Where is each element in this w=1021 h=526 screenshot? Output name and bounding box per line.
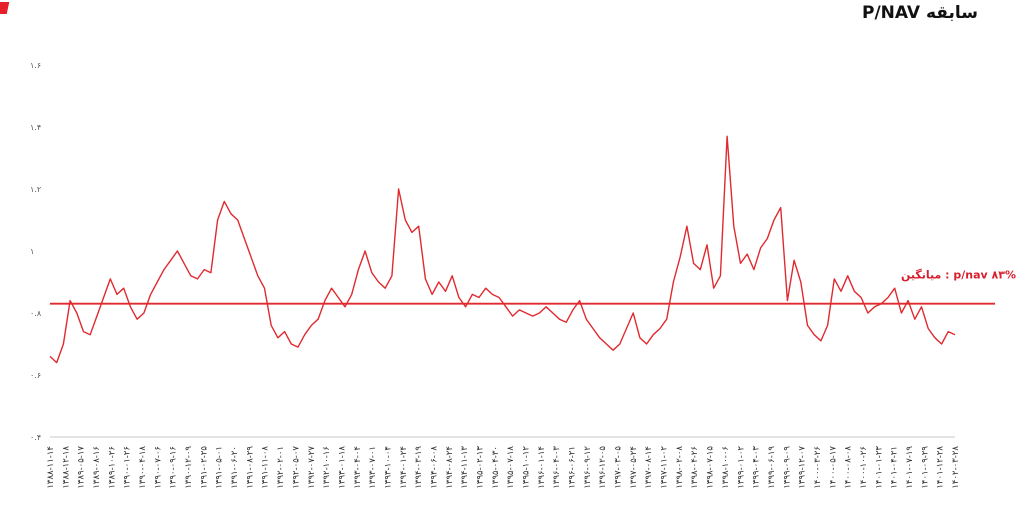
x-tick-label: ۱۳۹۱-۰۶-۲۰ [230, 446, 240, 489]
x-tick-label: ۱۳۹۹-۰۱-۰۲ [736, 446, 746, 489]
x-tick-label: ۱۳۹۶-۰۶-۲۱ [568, 446, 578, 489]
x-tick-label: ۱۳۹۹-۰۶-۱۹ [767, 446, 777, 489]
x-tick-label: ۱۳۹۷-۱۱-۰۲ [660, 446, 670, 489]
x-tick-label: ۱۳۹۷-۰۸-۱۴ [644, 446, 654, 489]
x-tick-label: ۱۴۰۱-۰۹-۲۹ [920, 446, 930, 489]
x-tick-label: ۱۴۰۰-۰۳-۲۶ [813, 446, 823, 489]
x-axis-ticks: ۱۳۸۸-۱۱-۱۴ ۱۳۸۸-۱۲-۱۸ ۱۳۸۹-۰۵-۱۷ ۱۳۸۹-۰۸-۱۶… [46, 446, 961, 489]
x-tick-label: ۱۳۹۵-۱۰-۱۲ [522, 446, 532, 489]
x-tick-label: ۱۳۸۹-۱۰-۲۶ [107, 446, 117, 489]
y-tick-label: ۰.۴ [30, 433, 41, 442]
x-tick-label: ۱۳۹۲-۰۵-۰۷ [291, 446, 301, 489]
x-tick-label: ۱۳۹۴-۰۳-۱۹ [414, 446, 424, 489]
x-tick-label: ۱۳۹۷-۰۳-۰۵ [614, 446, 624, 489]
x-tick-label: ۱۳۸۸-۱۱-۱۴ [46, 446, 56, 489]
x-tick-label: ۱۳۹۴-۰۸-۲۴ [445, 446, 455, 489]
x-tick-label: ۱۴۰۰-۰۵-۱۷ [828, 446, 838, 489]
x-tick-label: ۱۳۹۸-۰۴-۲۶ [690, 446, 700, 489]
x-tick-label: ۱۳۹۱-۱۱-۰۸ [261, 446, 271, 489]
x-tick-label: ۱۴۰۰-۰۸-۰۸ [844, 446, 854, 489]
x-tick-label: ۱۴۰۱-۱۲-۲۸ [936, 446, 946, 489]
x-tick-label: ۱۳۹۰-۱۲-۰۹ [184, 446, 194, 489]
x-tick-label: ۱۳۹۰-۰۴-۱۸ [138, 446, 148, 489]
x-tick-label: ۱۳۹۱-۰۸-۲۹ [245, 446, 255, 489]
x-tick-label: ۱۳۹۸-۰۷-۱۵ [706, 446, 716, 489]
x-tick-label: ۱۳۹۶-۱۲-۰۵ [598, 446, 608, 489]
x-tick-label: ۱۳۹۰-۰۹-۱۶ [169, 446, 179, 489]
x-tick-label: ۱۳۹۵-۰۴-۳۰ [491, 446, 501, 489]
y-tick-label: ۱ [30, 247, 34, 256]
y-axis-ticks: ۰.۴ ۰.۶ ۰.۸ ۱ ۱.۲ ۱.۴ ۱.۶ [30, 61, 42, 442]
x-tick-label: ۱۳۹۶-۰۴-۰۳ [552, 446, 562, 489]
x-tick-label: ۱۳۹۰-۰۷-۰۶ [153, 446, 163, 489]
x-tick-label: ۱۳۹۰-۰۱-۲۶ [123, 446, 133, 489]
y-tick-label: ۱.۴ [30, 123, 41, 132]
y-tick-label: ۱.۲ [30, 185, 41, 194]
y-tick-label: ۰.۶ [30, 371, 41, 380]
y-tick-label: ۱.۶ [30, 61, 41, 70]
x-tick-label: ۱۳۹۹-۰۹-۰۹ [782, 446, 792, 489]
x-tick-label: ۱۳۸۹-۰۵-۱۷ [77, 446, 87, 489]
x-tick-label: ۱۳۹۵-۰۷-۱۸ [506, 446, 516, 489]
x-tick-label: ۱۳۹۵-۰۲-۱۳ [475, 446, 485, 489]
chart-title: سابقه P/NAV [861, 3, 978, 23]
x-tick-label: ۱۳۹۱-۰۲-۲۵ [199, 446, 209, 489]
x-tick-label: ۱۳۹۳-۰۱-۱۸ [337, 446, 347, 489]
x-tick-label: ۱۳۹۱-۰۵-۰۱ [215, 446, 225, 489]
x-tick-label: ۱۳۹۹-۱۲-۰۷ [798, 446, 808, 489]
y-tick-label: ۰.۸ [30, 309, 42, 318]
x-tick-label: ۱۳۹۳-۰۴-۰۴ [353, 446, 363, 489]
x-tick-label: ۱۳۹۴-۰۶-۰۸ [429, 446, 439, 489]
x-tick-label: ۱۳۹۴-۱۱-۱۳ [460, 446, 470, 489]
x-tick-label: ۱۳۹۷-۰۵-۲۴ [629, 446, 639, 489]
x-tick-label: ۱۳۹۲-۰۲-۰۱ [276, 446, 286, 489]
x-tick-label: ۱۴۰۱-۰۴-۲۱ [890, 446, 900, 489]
x-tick-label: ۱۳۹۶-۰۹-۱۲ [583, 446, 593, 489]
x-tick-label: ۱۳۹۲-۰۷-۲۷ [307, 446, 317, 489]
x-tick-label: ۱۳۸۸-۱۲-۱۸ [61, 446, 71, 489]
x-tick-label: ۱۳۹۴-۰۱-۲۴ [399, 446, 409, 489]
x-tick-label: ۱۳۹۲-۱۰-۱۶ [322, 446, 332, 489]
x-tick-label: ۱۴۰۱-۰۷-۱۹ [905, 446, 915, 489]
x-tick-label: ۱۴۰۰-۱۰-۲۶ [859, 446, 869, 489]
x-tick-label: ۱۳۸۹-۰۸-۱۶ [92, 446, 102, 489]
x-tick-label: ۱۳۹۳-۰۷-۰۱ [368, 446, 378, 489]
x-tick-label: ۱۳۹۸-۱۰-۰۶ [721, 446, 731, 489]
x-tick-label: ۱۳۹۹-۰۴-۰۳ [752, 446, 762, 489]
x-tick-label: ۱۴۰۱-۰۱-۲۳ [874, 446, 884, 489]
x-tick-label: ۱۳۹۸-۰۲-۰۸ [675, 446, 685, 489]
series-line [49, 135, 956, 364]
x-tick-label: ۱۳۹۳-۱۰-۰۴ [383, 446, 393, 489]
x-tick-label: ۱۳۹۶-۰۱-۱۴ [537, 446, 547, 489]
x-tick-label: ۱۴۰۲-۰۳-۲۸ [951, 446, 961, 489]
average-label: میانگین : p/nav ۸۳% [901, 269, 1016, 282]
